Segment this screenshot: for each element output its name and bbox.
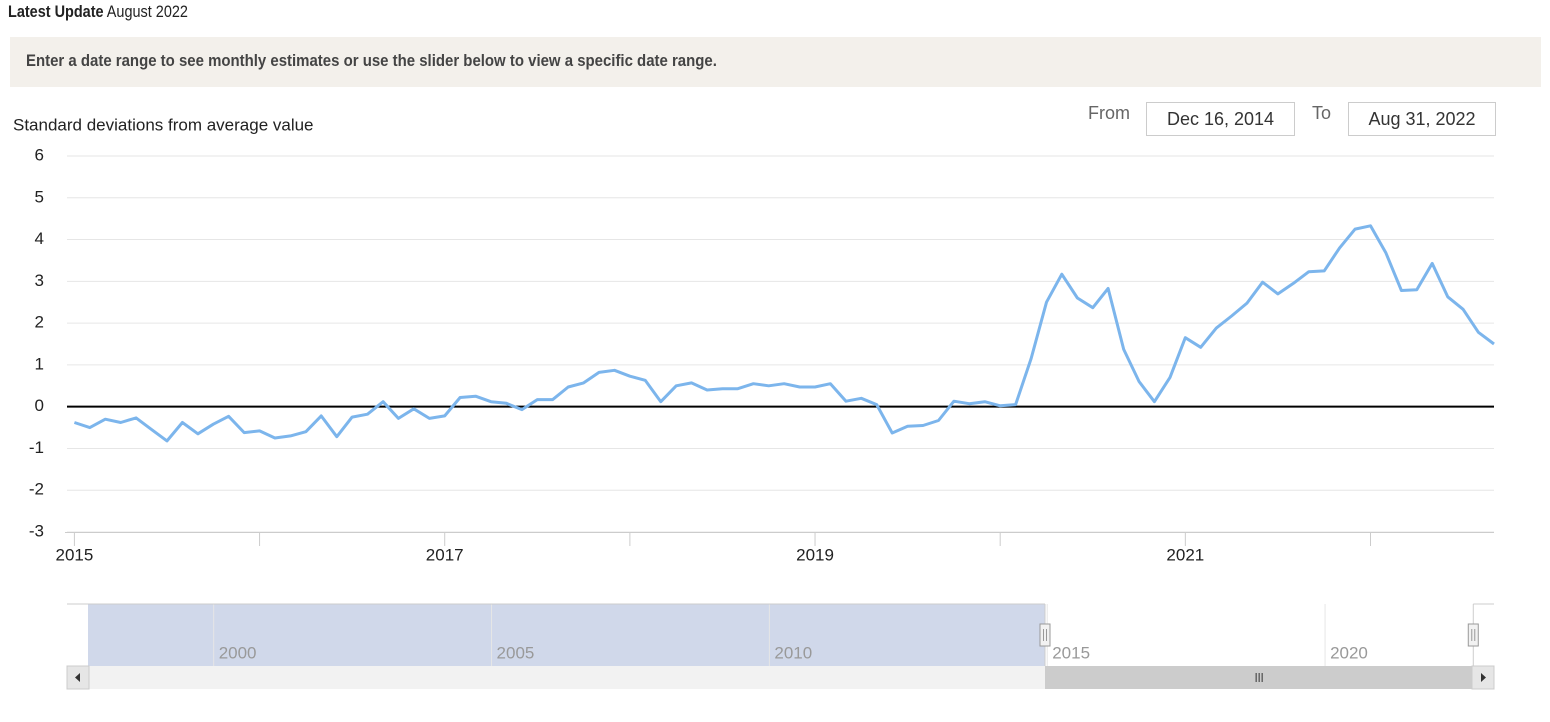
banner-text: Enter a date range to see monthly estima…: [26, 51, 717, 70]
to-label: To: [1312, 103, 1332, 123]
navigator-label: 2020: [1330, 643, 1368, 662]
x-tick-label: 2019: [796, 545, 834, 564]
y-tick-label: -2: [29, 480, 44, 499]
y-tick-label: 4: [35, 229, 44, 248]
scrollbar-grip: [1255, 673, 1263, 682]
y-tick-label: 5: [35, 187, 44, 206]
navigator-label: 2015: [1052, 643, 1090, 662]
navigator-handle[interactable]: [1467, 623, 1479, 647]
x-tick-label: 2021: [1166, 545, 1204, 564]
x-tick-label: 2015: [55, 545, 93, 564]
y-tick-label: 1: [35, 354, 44, 373]
y-tick-label: 2: [35, 313, 44, 332]
y-tick-label: -1: [29, 438, 44, 457]
arrow-right: [1481, 673, 1486, 682]
navigator-label: 2000: [219, 643, 257, 662]
from-input[interactable]: Dec 16, 2014: [1146, 102, 1295, 136]
handle-grip: [1471, 629, 1476, 641]
scrollbar-thumb[interactable]: [1045, 666, 1476, 689]
navigator: 2000 2005 2010 2015 2020: [66, 603, 1495, 690]
y-tick-label: 0: [35, 396, 44, 415]
y-axis-title: Standard deviations from average value: [13, 115, 314, 134]
data-line: [73, 224, 1495, 443]
handle-body: [1039, 623, 1051, 647]
arrow-left: [75, 673, 80, 682]
from-label: From: [1088, 103, 1130, 123]
y-tick-label: -3: [29, 521, 44, 540]
navigator-label: 2010: [774, 643, 812, 662]
to-input[interactable]: Aug 31, 2022: [1348, 102, 1496, 136]
y-tick-label: 3: [35, 271, 44, 290]
navigator-handle[interactable]: [1039, 623, 1051, 647]
handle-grip: [1043, 629, 1048, 641]
handle-body: [1467, 623, 1479, 647]
latest-update: Latest Update August 2022: [8, 2, 188, 22]
banner: Enter a date range to see monthly estima…: [10, 37, 1541, 87]
navigator-mask: [88, 604, 1046, 666]
navigator-label: 2005: [497, 643, 535, 662]
y-tick-label: 6: [35, 145, 44, 164]
x-tick-label: 2017: [426, 545, 464, 564]
update-label: Latest Update: [8, 2, 104, 21]
update-date: August 2022: [106, 2, 188, 21]
